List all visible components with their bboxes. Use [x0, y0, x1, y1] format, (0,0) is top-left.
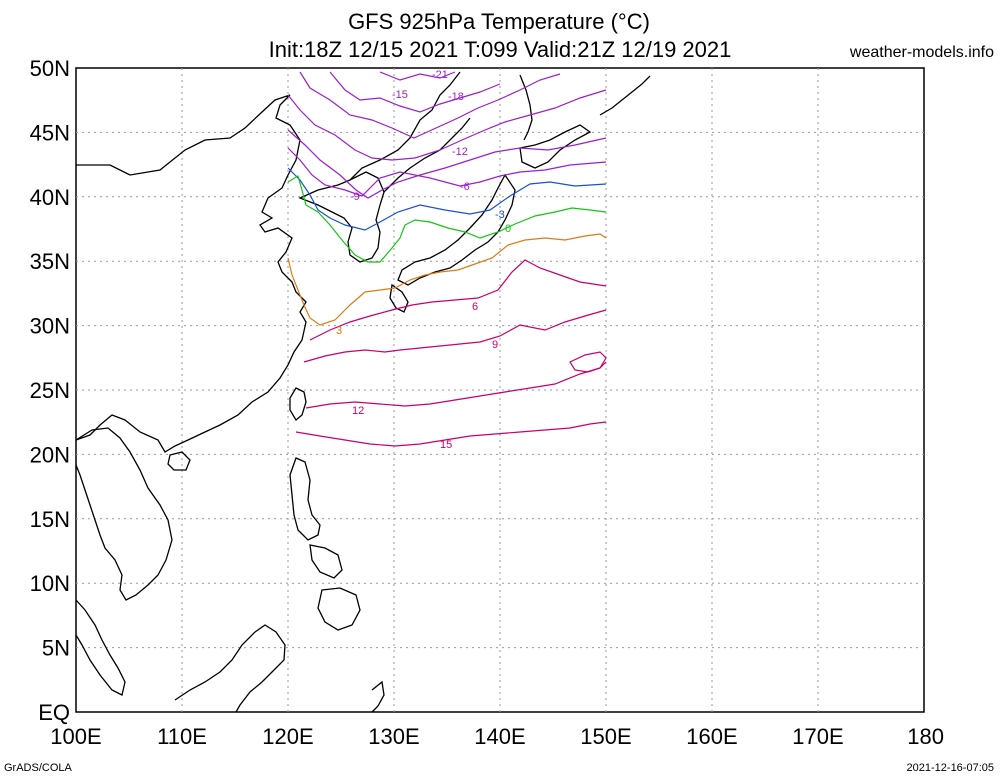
contour-minus15: [299, 71, 561, 139]
lon-tick-label: 100E: [50, 724, 101, 749]
contour-minus3: [287, 167, 607, 231]
contour-12: [305, 361, 607, 409]
contour-minus6: [287, 147, 607, 197]
contour-label: -21: [432, 69, 448, 81]
coast-hainan: [167, 451, 191, 471]
lat-tick-label: 40N: [30, 185, 70, 210]
coast-mindanao: [317, 587, 361, 631]
coast-visayas: [309, 544, 343, 579]
contour-minus9: [287, 129, 607, 199]
lat-tick-label: 25N: [30, 378, 70, 403]
contour-9: [303, 309, 607, 363]
contour-label: -12: [452, 146, 468, 158]
lon-tick-label: 140E: [474, 724, 525, 749]
lat-tick-label: 15N: [30, 507, 70, 532]
coast-taiwan: [289, 387, 307, 421]
contour-label: 15: [440, 439, 452, 451]
contour-label: -9: [350, 191, 360, 203]
map-title: GFS 925hPa Temperature (°C): [348, 9, 650, 34]
lat-tick-label: 45N: [30, 120, 70, 145]
coast-honshu: [397, 173, 516, 286]
contour-12b: [569, 351, 607, 373]
lat-tick-label: 30N: [30, 314, 70, 339]
contour-label: 9: [492, 339, 498, 351]
lon-tick-label: 180: [907, 724, 944, 749]
coast-kyushu: [389, 283, 409, 313]
axis-ticks: 100E 110E 120E 130E 140E 150E 160E 170E 180 50N 45…: [30, 56, 944, 749]
contour-label: 0: [505, 223, 511, 235]
coastlines: [75, 71, 651, 713]
footer-timestamp: 2021-12-16-07:05: [906, 762, 994, 774]
lon-tick-label: 160E: [686, 724, 737, 749]
temperature-contours: [287, 71, 607, 447]
site-label: weather-models.info: [849, 44, 994, 61]
footer-credit: GrADS/COLA: [4, 762, 72, 774]
coast-sulawesi: [371, 680, 385, 713]
lon-tick-label: 150E: [580, 724, 631, 749]
coast-luzon: [289, 457, 321, 541]
lon-tick-label: 130E: [368, 724, 419, 749]
contour-label: -15: [392, 89, 408, 101]
contour-15: [295, 421, 607, 447]
coast-borneo: [174, 624, 286, 713]
lon-tick-label: 120E: [262, 724, 313, 749]
coast-malay: [75, 599, 126, 696]
lat-tick-label: 35N: [30, 249, 70, 274]
contour-label: 12: [352, 405, 364, 417]
lat-tick-label: 20N: [30, 442, 70, 467]
coast-kamchatka: [599, 75, 651, 116]
coast-indochina: [75, 427, 173, 601]
contour-minus12: [287, 89, 607, 161]
contour-label: 6: [472, 301, 478, 313]
coast-manchuria: [349, 71, 461, 181]
map-subtitle: Init:18Z 12/15 2021 T:099 Valid:21Z 12/1…: [268, 37, 732, 62]
contour-label: -18: [448, 91, 464, 103]
contour-0: [287, 175, 607, 263]
contour-6: [309, 259, 607, 341]
coast-russia-east: [383, 117, 471, 193]
lat-tick-label: 5N: [42, 636, 70, 661]
lon-tick-label: 170E: [792, 724, 843, 749]
contour-label: -6: [460, 181, 470, 193]
gridlines: [76, 68, 924, 712]
coast-korea: [298, 171, 385, 263]
lat-tick-label: 50N: [30, 56, 70, 81]
contour-label: -3: [495, 209, 505, 221]
lat-tick-label: 10N: [30, 571, 70, 596]
coast-hokkaido: [519, 124, 592, 169]
lon-tick-label: 110E: [157, 724, 207, 749]
coast-asia-mainland: [75, 94, 307, 453]
contour-3: [287, 233, 607, 326]
lat-tick-label: EQ: [38, 700, 70, 725]
contour-labels: -21 -18 -15 -12 -9 -6 -3 0 3 6 9 12 15: [336, 69, 511, 451]
contour-minus18: [329, 71, 501, 113]
contour-minus21: [379, 71, 456, 81]
contour-label: 3: [336, 325, 342, 337]
